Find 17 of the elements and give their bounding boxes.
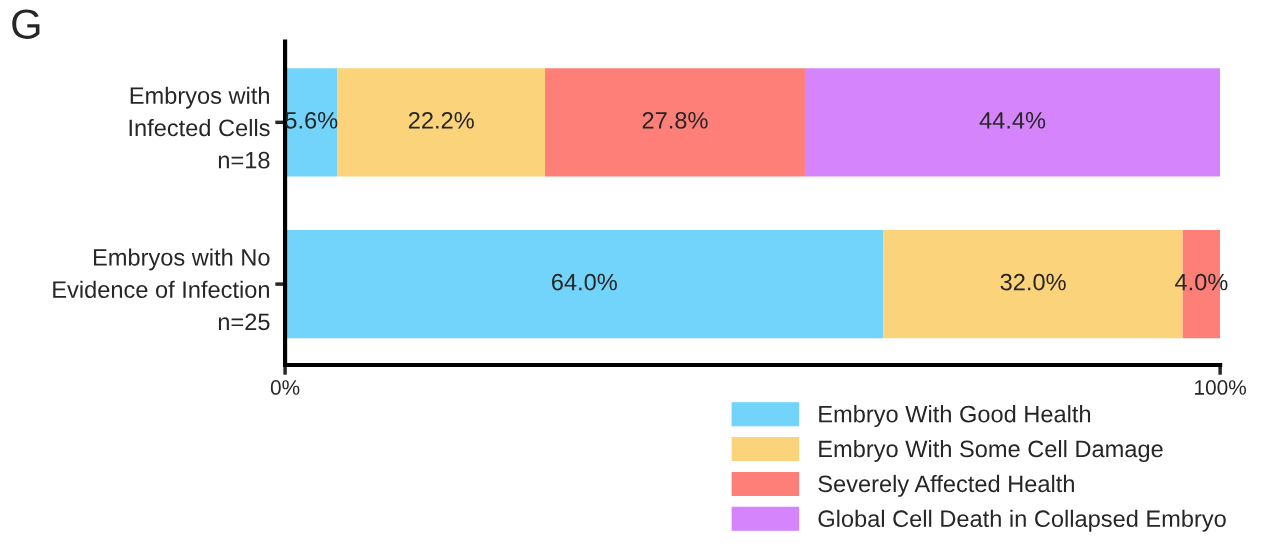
data-label: 64.0% [552,273,617,291]
bar [804,68,1221,177]
bar [545,68,805,177]
x-tick-label: 0% [270,380,300,395]
legend-label: Embryo With Good Health [819,405,1091,428]
text: G [12,9,40,39]
data-label: 22.2% [408,111,474,129]
y-tick-label: Embryos with No Evidence of Infection n=25 [53,248,270,331]
data-label: 27.8% [642,111,708,129]
legend-label: Severely Affected Health [818,474,1074,497]
data-label: 44.4% [979,112,1046,129]
x-tick-label: 100% [1195,380,1247,395]
legend-label: Global Cell Death in Collapsed Embryo [818,509,1226,532]
y-tick-label: Embryos with Infected Cells n=18 [129,86,270,169]
data-label: 32.0% [1000,273,1066,291]
bar [337,68,546,177]
legend-label: Embryo With Some Cell Damage [819,439,1163,462]
